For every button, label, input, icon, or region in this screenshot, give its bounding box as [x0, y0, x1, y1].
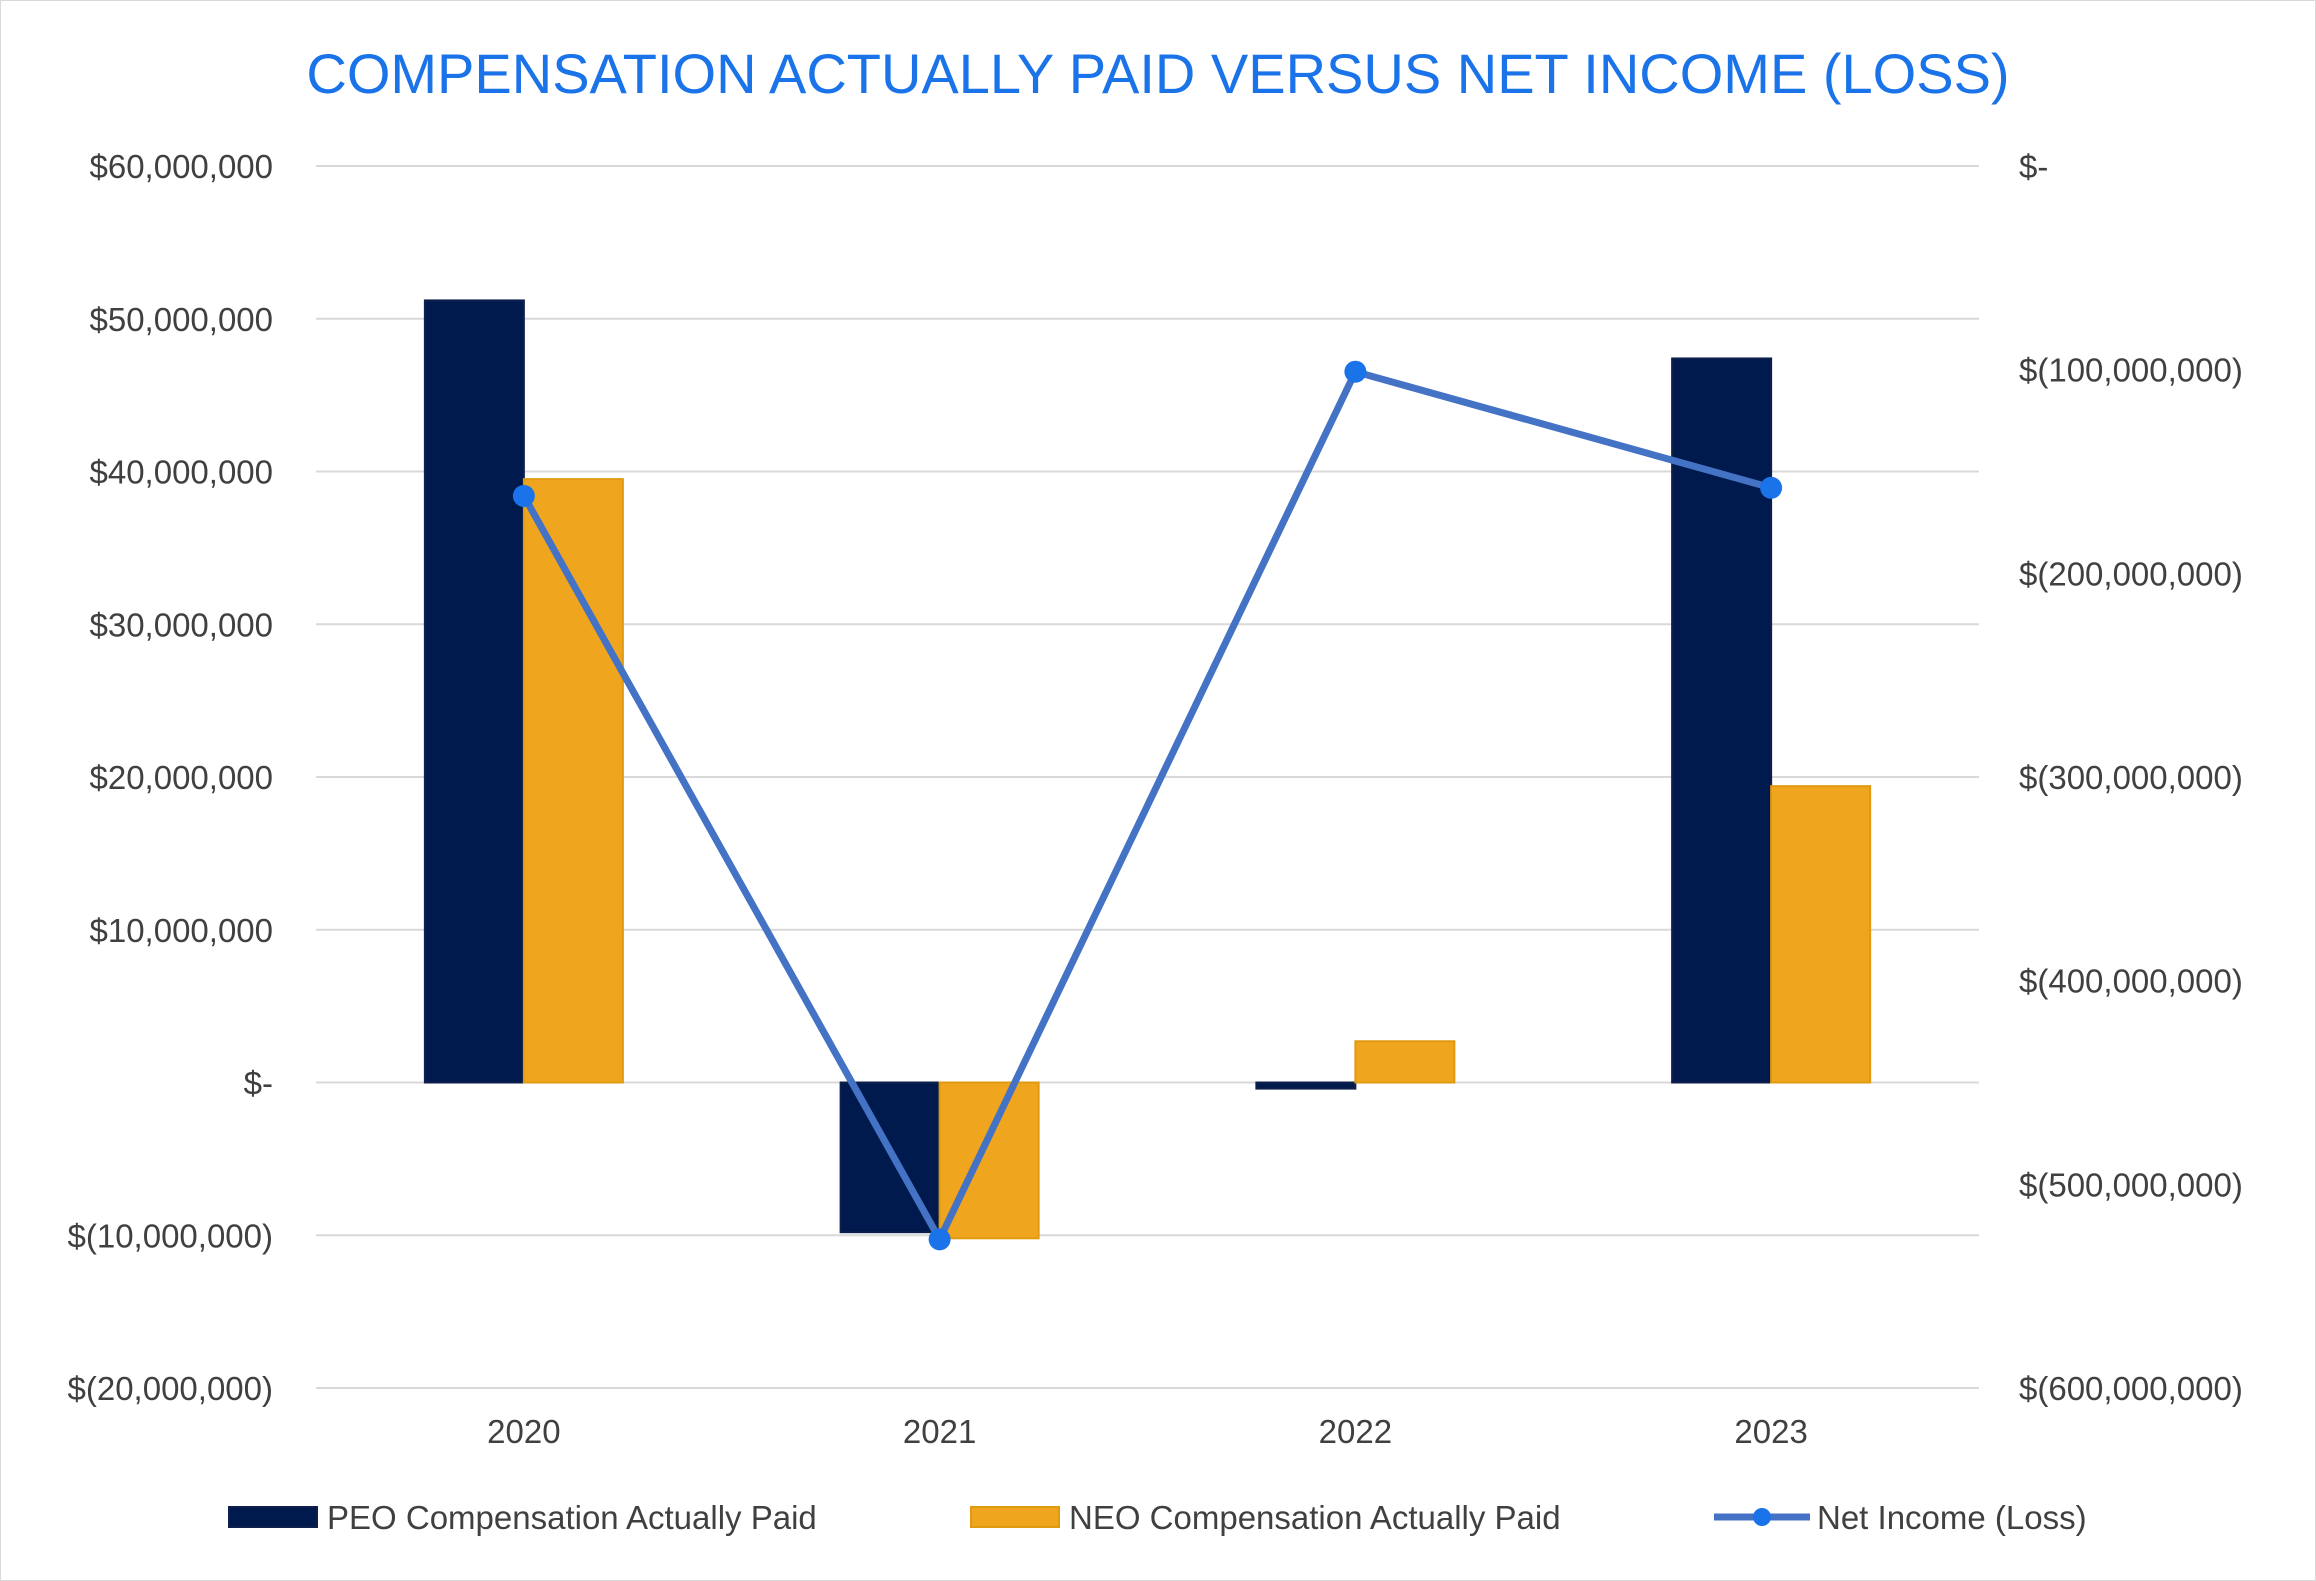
net-income-point-2023[interactable] [1760, 476, 1783, 499]
right-tick-label: $- [2019, 148, 2048, 185]
legend-item[interactable]: Net Income (Loss) [1714, 1499, 2087, 1536]
right-tick-label: $(300,000,000) [2019, 759, 2243, 796]
legend: PEO Compensation Actually Paid NEO Compen… [228, 1499, 2087, 1536]
bar-peo-2022[interactable] [1255, 1081, 1357, 1090]
left-axis-ticks: $(20,000,000) $(10,000,000) $- $10,000,000 $… [68, 148, 274, 1407]
bar-neo-2022[interactable] [1354, 1040, 1456, 1084]
left-tick-label: $- [244, 1065, 273, 1102]
left-tick-label: $30,000,000 [89, 606, 273, 643]
x-tick-label: 2023 [1734, 1413, 1807, 1450]
right-axis-ticks: $(600,000,000) $(500,000,000) $(400,000,00… [2019, 148, 2243, 1407]
legend-item[interactable]: NEO Compensation Actually Paid [970, 1499, 1561, 1536]
right-tick-label: $(600,000,000) [2019, 1370, 2243, 1407]
legend-swatch [228, 1506, 318, 1528]
left-tick-label: $(10,000,000) [68, 1217, 274, 1254]
net-income-point-2022[interactable] [1344, 360, 1367, 383]
bar-peo-2020[interactable] [423, 299, 525, 1084]
net-income-point-2020[interactable] [512, 484, 535, 507]
bar-neo-2023[interactable] [1770, 785, 1872, 1084]
right-tick-label: $(200,000,000) [2019, 555, 2243, 592]
left-tick-label: $10,000,000 [89, 912, 273, 949]
x-axis-ticks: 2020 2021 2022 2023 [487, 1413, 1808, 1450]
x-tick-label: 2022 [1319, 1413, 1392, 1450]
line-series [512, 360, 1783, 1251]
bar-neo-2021[interactable] [938, 1081, 1040, 1240]
legend-swatch [970, 1506, 1060, 1528]
left-tick-label: $60,000,000 [89, 148, 273, 185]
right-tick-label: $(100,000,000) [2019, 352, 2243, 389]
x-tick-label: 2020 [487, 1413, 560, 1450]
right-tick-label: $(500,000,000) [2019, 1166, 2243, 1203]
right-tick-label: $(400,000,000) [2019, 963, 2243, 1000]
bar-peo-2023[interactable] [1671, 357, 1773, 1084]
legend-label: NEO Compensation Actually Paid [1069, 1499, 1561, 1536]
legend-label: Net Income (Loss) [1817, 1499, 2087, 1536]
legend-item[interactable]: PEO Compensation Actually Paid [228, 1499, 817, 1536]
legend-swatch-marker [1753, 1508, 1771, 1526]
chart-title: COMPENSATION ACTUALLY PAID VERSUS NET IN… [306, 42, 2009, 105]
x-tick-label: 2021 [903, 1413, 976, 1450]
legend-label: PEO Compensation Actually Paid [327, 1499, 817, 1536]
left-tick-label: $20,000,000 [89, 759, 273, 796]
left-tick-label: $40,000,000 [89, 454, 273, 491]
left-tick-label: $(20,000,000) [68, 1370, 274, 1407]
left-tick-label: $50,000,000 [89, 301, 273, 338]
bar-series [423, 299, 1872, 1240]
bar-neo-2020[interactable] [522, 478, 624, 1084]
net-income-point-2021[interactable] [928, 1228, 951, 1251]
net-income-line [520, 368, 1773, 1243]
